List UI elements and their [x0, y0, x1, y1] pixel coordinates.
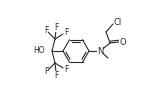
- Text: F: F: [54, 70, 58, 80]
- Text: N: N: [97, 46, 103, 56]
- Text: F: F: [44, 26, 48, 35]
- Text: F: F: [64, 66, 68, 74]
- Text: Cl: Cl: [114, 18, 122, 26]
- Text: O: O: [119, 37, 126, 46]
- Text: F: F: [64, 28, 68, 36]
- Text: F: F: [54, 22, 58, 32]
- Text: F: F: [44, 67, 48, 77]
- Text: HO: HO: [33, 46, 45, 54]
